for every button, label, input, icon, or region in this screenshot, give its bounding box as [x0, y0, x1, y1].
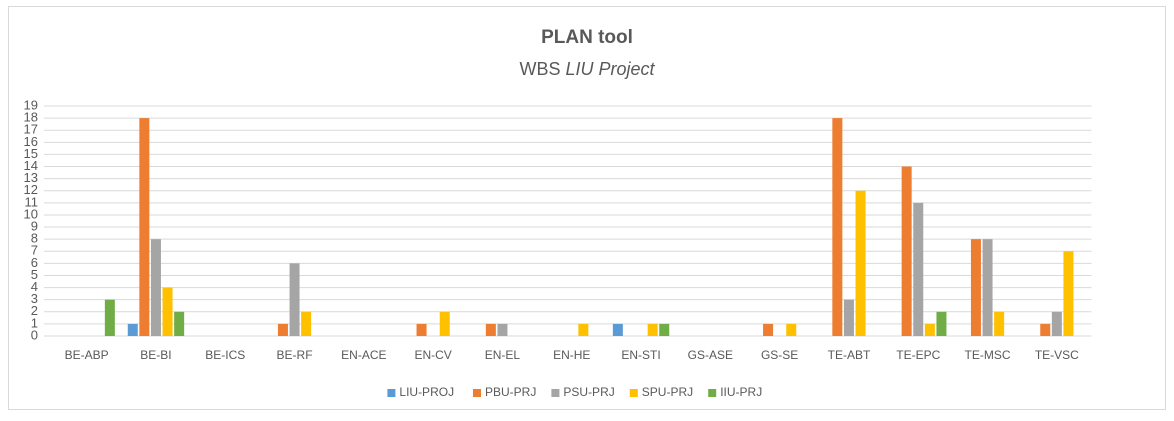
x-tick-label: TE-EPC	[896, 348, 940, 362]
y-tick-label: 19	[24, 97, 38, 112]
bar	[497, 323, 508, 336]
bar	[901, 166, 912, 336]
bar	[982, 239, 993, 336]
y-tick-label: 11	[25, 194, 39, 209]
bar	[127, 323, 138, 336]
legend-swatch	[708, 389, 717, 397]
bar	[277, 323, 288, 336]
bar	[162, 287, 173, 336]
y-tick-label: 13	[24, 170, 38, 185]
x-tick-label: BE-RF	[277, 348, 313, 362]
bar	[936, 311, 947, 336]
bar	[763, 323, 774, 336]
bar	[659, 323, 670, 336]
y-tick-label: 16	[24, 134, 38, 149]
x-tick-label: EN-HE	[553, 348, 590, 362]
chart-title: PLAN tool	[541, 27, 633, 48]
x-tick-label: BE-ABP	[65, 348, 109, 362]
chart-subtitle: WBS LIU Project	[519, 59, 655, 79]
y-tick-label: 7	[31, 243, 38, 258]
x-tick-label: BE-BI	[140, 348, 171, 362]
y-tick-label: 12	[24, 182, 38, 197]
y-tick-label: 10	[24, 206, 38, 221]
y-tick-label: 8	[31, 231, 38, 246]
y-tick-label: 4	[31, 279, 38, 294]
y-tick-label: 5	[31, 267, 38, 282]
bar	[786, 323, 797, 336]
y-tick-label: 15	[24, 146, 38, 161]
chart-frame	[8, 6, 1166, 410]
bar	[485, 323, 496, 336]
y-tick-label: 0	[31, 327, 38, 342]
bar	[289, 263, 300, 336]
x-tick-label: TE-MSC	[965, 348, 1011, 362]
bar	[855, 190, 866, 336]
bar	[439, 311, 450, 336]
bar	[150, 239, 161, 336]
bar	[301, 311, 312, 336]
bar	[843, 299, 854, 336]
bar	[924, 323, 935, 336]
y-tick-label: 1	[31, 315, 38, 330]
x-tick-label: TE-ABT	[828, 348, 871, 362]
bar	[647, 323, 658, 336]
y-tick-label: 2	[31, 303, 38, 318]
bar	[1063, 251, 1074, 336]
x-tick-label: GS-SE	[761, 348, 798, 362]
bar	[174, 311, 185, 336]
y-tick-label: 18	[24, 110, 38, 125]
x-tick-label: EN-ACE	[341, 348, 386, 362]
bar	[578, 323, 589, 336]
y-tick-label: 3	[31, 291, 38, 306]
bar	[1051, 311, 1062, 336]
subtitle-text: WBS	[519, 59, 560, 79]
legend-swatch	[551, 389, 560, 397]
legend-label: LIU-PROJ	[399, 385, 454, 399]
x-tick-label: TE-VSC	[1035, 348, 1079, 362]
x-tick-label: EN-EL	[485, 348, 521, 362]
legend-label: SPU-PRJ	[642, 385, 693, 399]
y-tick-label: 14	[24, 158, 38, 173]
legend-swatch	[629, 389, 638, 397]
bar	[416, 323, 427, 336]
legend-label: PSU-PRJ	[563, 385, 614, 399]
bar	[612, 323, 623, 336]
legend-swatch	[473, 389, 481, 397]
legend-label: PBU-PRJ	[485, 385, 536, 399]
y-tick-label: 17	[24, 122, 38, 137]
x-tick-label: GS-ASE	[688, 348, 733, 362]
y-tick-label: 9	[31, 218, 38, 233]
bar	[970, 239, 981, 336]
bar	[913, 202, 924, 336]
y-tick-label: 6	[31, 255, 38, 270]
bar	[1040, 323, 1051, 336]
bar	[139, 118, 150, 337]
bar	[832, 118, 843, 337]
x-tick-label: EN-CV	[414, 348, 451, 362]
bar	[104, 299, 115, 336]
x-tick-label: EN-STI	[621, 348, 660, 362]
subtitle-emphasis: LIU Project	[565, 59, 655, 79]
legend-label: IIU-PRJ	[720, 385, 762, 399]
x-tick-label: BE-ICS	[205, 348, 245, 362]
bar	[994, 311, 1005, 336]
legend-swatch	[387, 389, 396, 397]
